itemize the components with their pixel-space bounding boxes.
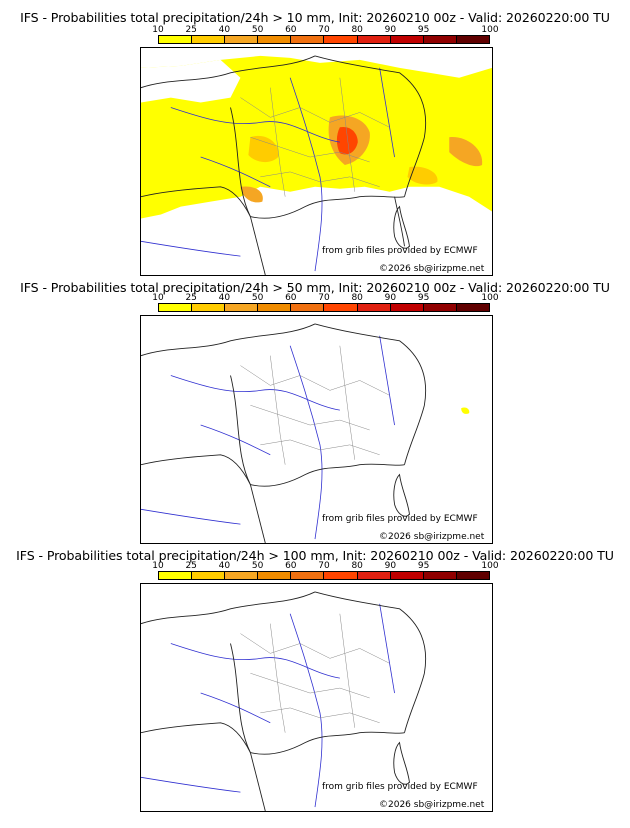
copyright-credit: ©2026 sb@irizpme.net [379, 800, 485, 810]
colorbar-segment [225, 304, 259, 311]
colorbar-labels: 10 25 40 50 60 70 80 90 95 100 [150, 293, 498, 303]
colorbar-tick-label: 25 [185, 25, 197, 35]
colorbar-tick-label: 80 [351, 25, 363, 35]
map-france: from grib files provided by ECMWF ©2026 … [140, 583, 493, 812]
colorbar-tick-label: 90 [384, 293, 397, 303]
colorbar-segment [423, 36, 457, 43]
colorbar-segment [324, 36, 358, 43]
source-credit: from grib files provided by ECMWF [322, 782, 478, 792]
colorbar-tick-label: 50 [251, 25, 264, 35]
map-france: from grib files provided by ECMWF ©2026 … [140, 47, 493, 276]
colorbar-tick-label: 40 [218, 561, 231, 571]
colorbar-tick-label: 80 [351, 293, 363, 303]
colorbar-labels: 10 25 40 50 60 70 80 90 95 100 [150, 25, 498, 35]
colorbar-tick-label: 60 [285, 561, 297, 571]
copyright-credit: ©2026 sb@irizpme.net [379, 532, 485, 542]
panel-title: IFS - Probabilities total precipitation/… [20, 280, 610, 295]
colorbar-tick-label: 100 [481, 293, 499, 303]
river-lines [141, 335, 395, 540]
colorbar-tick-label: 50 [251, 561, 264, 571]
colorbar-tick-label: 90 [384, 25, 397, 35]
colorbar-tick-label: 40 [218, 293, 231, 303]
admin-lines [240, 77, 390, 197]
colorbar-tick-label: 10 [152, 293, 164, 303]
precip-fill [461, 407, 470, 414]
colorbar-tick-label: 25 [185, 561, 197, 571]
border-lines [141, 323, 426, 543]
river-lines [141, 67, 395, 272]
colorbar-segment [456, 304, 489, 311]
colorbar-segment [192, 304, 226, 311]
colorbar-segment [357, 572, 391, 579]
colorbar [158, 571, 490, 580]
colorbar-segment [423, 572, 457, 579]
colorbar-segment [390, 572, 424, 579]
admin-lines [240, 345, 390, 465]
panel-title: IFS - Probabilities total precipitation/… [20, 10, 610, 25]
border-lines [141, 591, 426, 811]
colorbar-tick-label: 50 [251, 293, 264, 303]
colorbar-segment [192, 36, 226, 43]
colorbar-tick-label: 70 [318, 561, 330, 571]
colorbar-segment [291, 572, 325, 579]
colorbar-tick-label: 95 [417, 561, 430, 571]
colorbar-tick-label: 90 [384, 561, 397, 571]
colorbar-tick-label: 100 [481, 561, 499, 571]
colorbar-segment [159, 304, 193, 311]
map-svg [141, 591, 426, 811]
colorbar-segment [357, 304, 391, 311]
colorbar-tick-label: 95 [417, 293, 430, 303]
colorbar-tick-label: 40 [218, 25, 231, 35]
colorbar-segment [324, 572, 358, 579]
colorbar-segment [456, 572, 489, 579]
colorbar-tick-label: 10 [152, 561, 164, 571]
colorbar-tick-label: 80 [351, 561, 363, 571]
colorbar-segment [159, 572, 193, 579]
copyright-credit: ©2026 sb@irizpme.net [379, 264, 485, 274]
colorbar-tick-label: 100 [481, 25, 499, 35]
colorbar-tick-label: 95 [417, 25, 430, 35]
colorbar-tick-label: 60 [285, 25, 297, 35]
colorbar-segment [258, 572, 292, 579]
border-lines [141, 55, 426, 275]
map-svg [141, 48, 492, 275]
map-svg [141, 323, 470, 543]
colorbar-segment [225, 36, 259, 43]
colorbar-segment [192, 572, 226, 579]
colorbar [158, 35, 490, 44]
colorbar-segment [456, 36, 489, 43]
colorbar-segment [258, 304, 292, 311]
source-credit: from grib files provided by ECMWF [322, 514, 478, 524]
colorbar-tick-label: 60 [285, 293, 297, 303]
source-credit: from grib files provided by ECMWF [322, 246, 478, 256]
colorbar-segment [390, 36, 424, 43]
admin-lines [240, 613, 390, 733]
map-france: from grib files provided by ECMWF ©2026 … [140, 315, 493, 544]
colorbar-segment [258, 36, 292, 43]
river-lines [141, 603, 395, 808]
colorbar-tick-label: 25 [185, 293, 197, 303]
colorbar-segment [357, 36, 391, 43]
colorbar [158, 303, 490, 312]
colorbar-segment [159, 36, 193, 43]
colorbar-tick-label: 70 [318, 293, 330, 303]
colorbar-labels: 10 25 40 50 60 70 80 90 95 100 [150, 561, 498, 571]
colorbar-tick-label: 70 [318, 25, 330, 35]
panel-title: IFS - Probabilities total precipitation/… [16, 548, 614, 563]
colorbar-segment [291, 36, 325, 43]
precip-fill [141, 48, 492, 219]
colorbar-tick-label: 10 [152, 25, 164, 35]
colorbar-segment [390, 304, 424, 311]
colorbar-segment [291, 304, 325, 311]
colorbar-segment [423, 304, 457, 311]
colorbar-segment [324, 304, 358, 311]
colorbar-segment [225, 572, 259, 579]
